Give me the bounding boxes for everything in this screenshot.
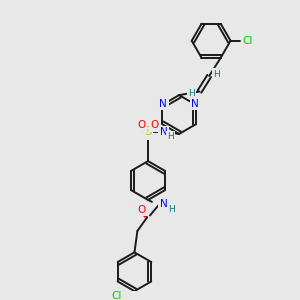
Text: Cl: Cl [112, 291, 122, 300]
Text: N: N [191, 99, 199, 109]
Text: N: N [160, 127, 167, 137]
Text: H: H [188, 89, 195, 98]
Text: N: N [160, 199, 167, 209]
Text: H: H [168, 205, 175, 214]
Text: Cl: Cl [243, 36, 253, 46]
Text: H: H [214, 70, 220, 79]
Text: H: H [167, 132, 174, 141]
Text: O: O [137, 205, 146, 214]
Text: O: O [137, 120, 146, 130]
Text: S: S [144, 125, 152, 139]
Text: O: O [151, 120, 159, 130]
Text: N: N [159, 99, 167, 109]
